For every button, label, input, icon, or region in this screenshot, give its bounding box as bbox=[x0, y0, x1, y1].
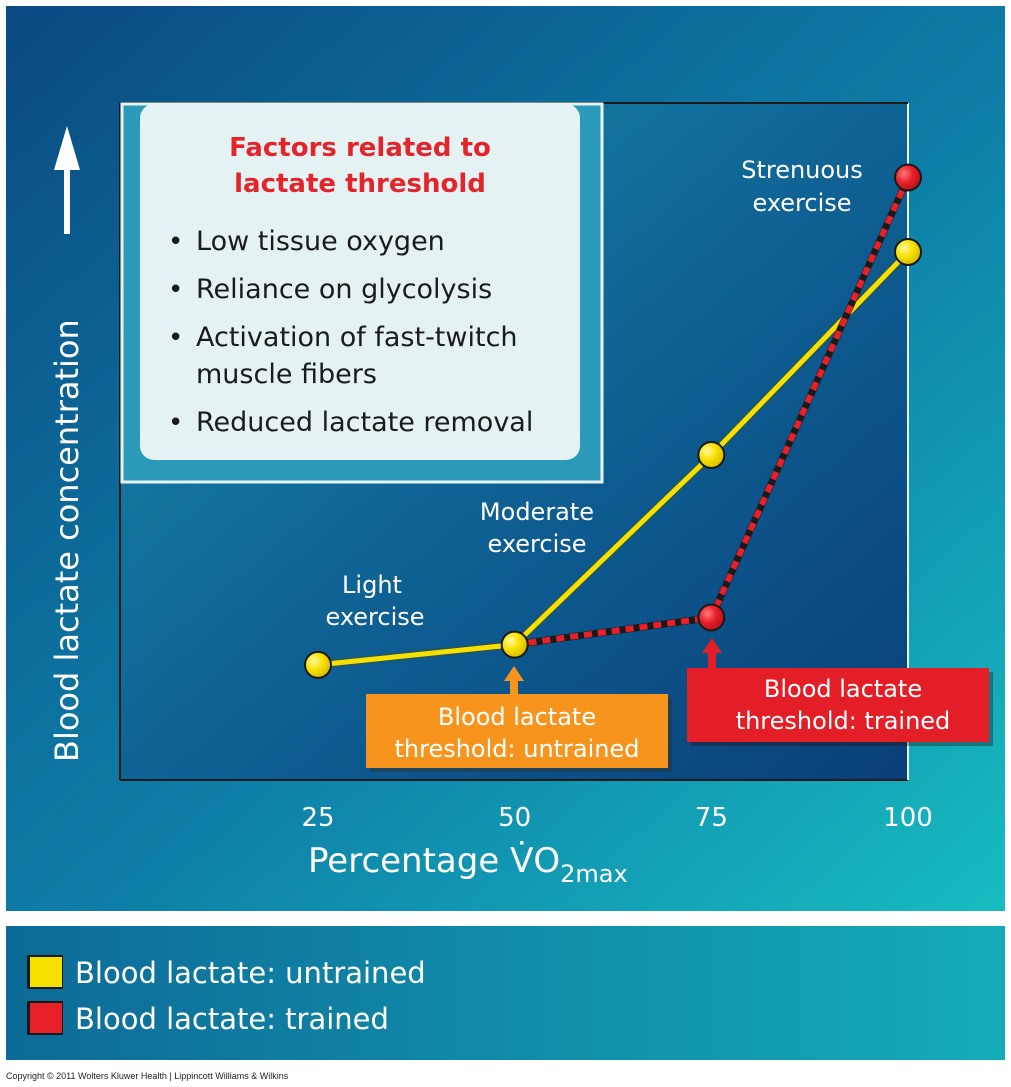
x-axis-label-sub: 2max bbox=[560, 860, 628, 888]
y-axis-arrow-icon bbox=[54, 126, 80, 234]
factors-item-1: Low tissue oxygen bbox=[196, 226, 445, 257]
untrained-marker-25 bbox=[304, 650, 332, 679]
factors-box-panel bbox=[140, 104, 580, 460]
factors-bullet-4: • bbox=[168, 408, 183, 438]
legend-swatch-1 bbox=[30, 1003, 62, 1033]
untrained-arrow-icon bbox=[504, 666, 524, 694]
factors-item-2: Reliance on glycolysis bbox=[196, 274, 492, 305]
factors-title-line2: lactate threshold bbox=[234, 169, 486, 199]
y-axis-label: Blood lactate concentration bbox=[48, 319, 86, 762]
x-axis-label: Percentage V̇O2max bbox=[308, 841, 628, 888]
factors-bullet-3: • bbox=[168, 323, 183, 353]
x-tick-label-100: 100 bbox=[883, 803, 933, 833]
moderate-exercise-line2: exercise bbox=[487, 530, 586, 558]
untrained-marker-50 bbox=[500, 630, 529, 659]
factors-item-3: Activation of fast-twitch bbox=[196, 322, 518, 353]
x-tick-label-25: 25 bbox=[301, 803, 334, 833]
marker-layer bbox=[304, 163, 922, 679]
untrained-marker-75 bbox=[697, 441, 726, 470]
factors-bullet-1: • bbox=[168, 227, 183, 257]
strenuous-exercise-line1: Strenuous bbox=[741, 156, 863, 184]
legend: Blood lactate: untrained Blood lactate: t… bbox=[27, 955, 426, 1036]
factors-title-line1: Factors related to bbox=[229, 133, 491, 163]
factors-item-3b: muscle fibers bbox=[196, 359, 377, 390]
untrained-callout-box bbox=[366, 694, 668, 768]
untrained-marker-100 bbox=[894, 237, 922, 266]
x-tick-label-50: 50 bbox=[498, 803, 531, 833]
legend-label-1: Blood lactate: trained bbox=[75, 1002, 389, 1036]
light-exercise-line2: exercise bbox=[325, 603, 424, 631]
factors-bullet-2: • bbox=[168, 275, 183, 305]
exercise-annotations: Light exercise Moderate exercise Strenuo… bbox=[325, 156, 862, 631]
trained-arrow-icon bbox=[702, 638, 722, 668]
factors-box: Factors related to lactate threshold • L… bbox=[120, 102, 604, 484]
untrained-line bbox=[317, 250, 910, 668]
factors-item-4: Reduced lactate removal bbox=[196, 407, 533, 438]
untrained-callout-line1: Blood lactate bbox=[438, 703, 596, 731]
legend-label-0: Blood lactate: untrained bbox=[75, 956, 426, 990]
strenuous-exercise-line2: exercise bbox=[752, 189, 851, 217]
light-exercise-line1: Light bbox=[342, 571, 402, 599]
legend-panel bbox=[6, 926, 1005, 1060]
trained-marker-75 bbox=[697, 603, 726, 632]
trained-marker-100 bbox=[894, 163, 922, 192]
untrained-callout-line2: threshold: untrained bbox=[394, 735, 639, 763]
legend-swatch-0 bbox=[30, 957, 62, 987]
x-axis-label-main: Percentage V̇O bbox=[308, 841, 560, 881]
copyright-text: Copyright © 2011 Wolters Kluwer Health |… bbox=[6, 1071, 289, 1081]
moderate-exercise-line1: Moderate bbox=[480, 498, 594, 526]
trained-callout-line1: Blood lactate bbox=[764, 675, 922, 703]
x-axis-ticks: 25 50 75 100 bbox=[301, 803, 932, 833]
trained-threshold-callout: Blood lactate threshold: trained bbox=[687, 638, 993, 746]
trained-callout-line2: threshold: trained bbox=[736, 707, 951, 735]
x-tick-label-75: 75 bbox=[695, 803, 728, 833]
untrained-threshold-callout: Blood lactate threshold: untrained bbox=[366, 666, 672, 772]
trained-callout-box bbox=[687, 668, 989, 742]
